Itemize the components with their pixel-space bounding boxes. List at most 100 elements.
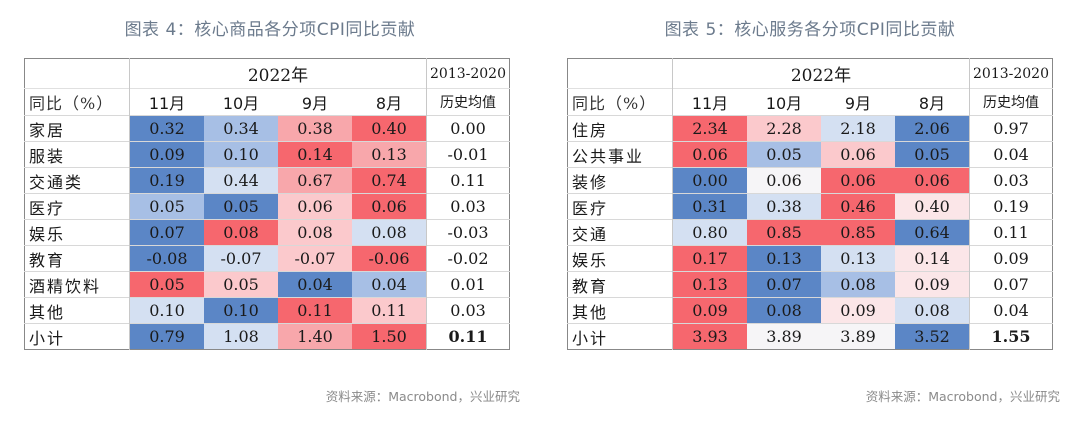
heat-cell: 0.08	[278, 219, 352, 246]
heat-cell: 0.09	[821, 297, 895, 324]
heat-cell: 0.04	[352, 271, 427, 298]
table-row: 交通类 0.19 0.44 0.67 0.74 0.11	[24, 167, 510, 194]
row-label: 娱乐	[24, 219, 130, 246]
row-label: 装修	[567, 167, 673, 194]
hist-average-cell: 0.04	[969, 141, 1053, 168]
row-label: 其他	[24, 297, 130, 324]
table-row: 小计 0.79 1.08 1.40 1.50 0.11	[24, 323, 510, 350]
table-row: 公共事业 0.06 0.05 0.06 0.05 0.04	[567, 141, 1053, 168]
heat-cell: 0.40	[895, 193, 970, 220]
heat-cell: 2.18	[821, 115, 895, 142]
heat-cell: 0.07	[747, 271, 821, 298]
heat-cell: 0.74	[352, 167, 427, 194]
table-row: 娱乐 0.17 0.13 0.13 0.14 0.09	[567, 245, 1053, 272]
row-label: 其他	[567, 297, 673, 324]
month-header: 8月	[352, 88, 427, 116]
heat-cell: 2.34	[672, 115, 747, 142]
goods-cpi-panel: 图表 4：核心商品各分项CPI同比贡献 2022年 2013-2020 同比（%…	[24, 20, 520, 404]
row-label: 小计	[567, 323, 673, 350]
table-row: 装修 0.00 0.06 0.06 0.06 0.03	[567, 167, 1053, 194]
heat-cell: 0.13	[672, 271, 747, 298]
heat-cell: 0.09	[895, 271, 970, 298]
table-row: 教育 0.13 0.07 0.08 0.09 0.07	[567, 271, 1053, 298]
hist-average-cell: -0.02	[426, 245, 510, 272]
source-note: 资料来源：Macrobond，兴业研究	[865, 389, 1060, 404]
row-label: 服装	[24, 141, 130, 168]
month-header: 8月	[895, 88, 970, 116]
heat-cell: 0.06	[672, 141, 747, 168]
hist-average-cell: 0.03	[969, 167, 1053, 194]
heat-cell: 0.34	[204, 115, 278, 142]
heat-cell: 0.40	[352, 115, 427, 142]
heat-cell: 0.13	[352, 141, 427, 168]
hist-average-cell: 0.19	[969, 193, 1053, 220]
heat-cell: 0.09	[672, 297, 747, 324]
hist-header-bottom: 历史均值	[426, 88, 510, 116]
heat-cell: 0.17	[672, 245, 747, 272]
heat-cell: 2.28	[747, 115, 821, 142]
table-row: 小计 3.93 3.89 3.89 3.52 1.55	[567, 323, 1053, 350]
heat-cell: 0.00	[672, 167, 747, 194]
heat-cell: 0.05	[747, 141, 821, 168]
heat-cell: 0.09	[129, 141, 204, 168]
corner-label: 同比（%）	[24, 88, 130, 116]
heat-cell: 0.11	[352, 297, 427, 324]
heat-cell: 3.52	[895, 323, 970, 350]
source-note: 资料来源：Macrobond，兴业研究	[325, 389, 520, 404]
heat-cell: 0.10	[129, 297, 204, 324]
heat-cell: -0.07	[204, 245, 278, 272]
table-row: 娱乐 0.07 0.08 0.08 0.08 -0.03	[24, 219, 510, 246]
heat-cell: 0.06	[821, 167, 895, 194]
heat-cell: 0.13	[747, 245, 821, 272]
heat-cell: 3.89	[747, 323, 821, 350]
row-label: 住房	[567, 115, 673, 142]
heat-cell: -0.07	[278, 245, 352, 272]
heat-cell: 0.08	[204, 219, 278, 246]
heat-cell: 0.38	[747, 193, 821, 220]
hist-average-cell: 0.01	[426, 271, 510, 298]
chart-title: 图表 5：核心服务各分项CPI同比贡献	[664, 20, 956, 40]
hist-average-cell: 0.11	[426, 323, 510, 350]
hist-average-cell: -0.01	[426, 141, 510, 168]
heat-cell: 0.13	[821, 245, 895, 272]
heat-cell: 0.14	[278, 141, 352, 168]
hist-average-cell: 0.00	[426, 115, 510, 142]
heat-cell: 0.08	[821, 271, 895, 298]
heat-cell: 0.10	[204, 141, 278, 168]
row-label: 交通类	[24, 167, 130, 194]
year-header: 2022年	[790, 66, 852, 86]
heat-cell: -0.08	[129, 245, 204, 272]
month-header: 10月	[747, 88, 821, 116]
heat-cell: 0.06	[278, 193, 352, 220]
row-label: 公共事业	[567, 141, 673, 168]
table-row: 酒精饮料 0.05 0.05 0.04 0.04 0.01	[24, 271, 510, 298]
table-row: 教育 -0.08 -0.07 -0.07 -0.06 -0.02	[24, 245, 510, 272]
table-row: 医疗 0.05 0.05 0.06 0.06 0.03	[24, 193, 510, 220]
heat-cell: 0.05	[204, 271, 278, 298]
heat-cell: 0.05	[129, 271, 204, 298]
row-label: 交通	[567, 219, 673, 246]
heat-cell: 0.05	[204, 193, 278, 220]
hist-average-cell: 0.09	[969, 245, 1053, 272]
month-header: 11月	[672, 88, 747, 116]
services-heatmap-table: 2022年 2013-2020 同比（%） 11月 10月 9月 8月 历史均值…	[567, 58, 1053, 350]
hist-average-cell: 0.04	[969, 297, 1053, 324]
heat-cell: 2.06	[895, 115, 970, 142]
hist-average-cell: 0.07	[969, 271, 1053, 298]
table-row: 服装 0.09 0.10 0.14 0.13 -0.01	[24, 141, 510, 168]
heat-cell: 1.08	[204, 323, 278, 350]
heat-cell: 3.93	[672, 323, 747, 350]
heat-cell: 0.08	[895, 297, 970, 324]
row-label: 家居	[24, 115, 130, 142]
heat-cell: 0.32	[129, 115, 204, 142]
month-header: 9月	[278, 88, 352, 116]
heat-cell: 0.05	[129, 193, 204, 220]
hist-average-cell: 0.11	[426, 167, 510, 194]
heat-cell: 0.38	[278, 115, 352, 142]
heat-cell: 1.40	[278, 323, 352, 350]
heat-cell: 0.85	[747, 219, 821, 246]
table-row: 医疗 0.31 0.38 0.46 0.40 0.19	[567, 193, 1053, 220]
row-label: 酒精饮料	[24, 271, 130, 298]
hist-header-top: 2013-2020	[426, 58, 510, 89]
heat-cell: 0.67	[278, 167, 352, 194]
